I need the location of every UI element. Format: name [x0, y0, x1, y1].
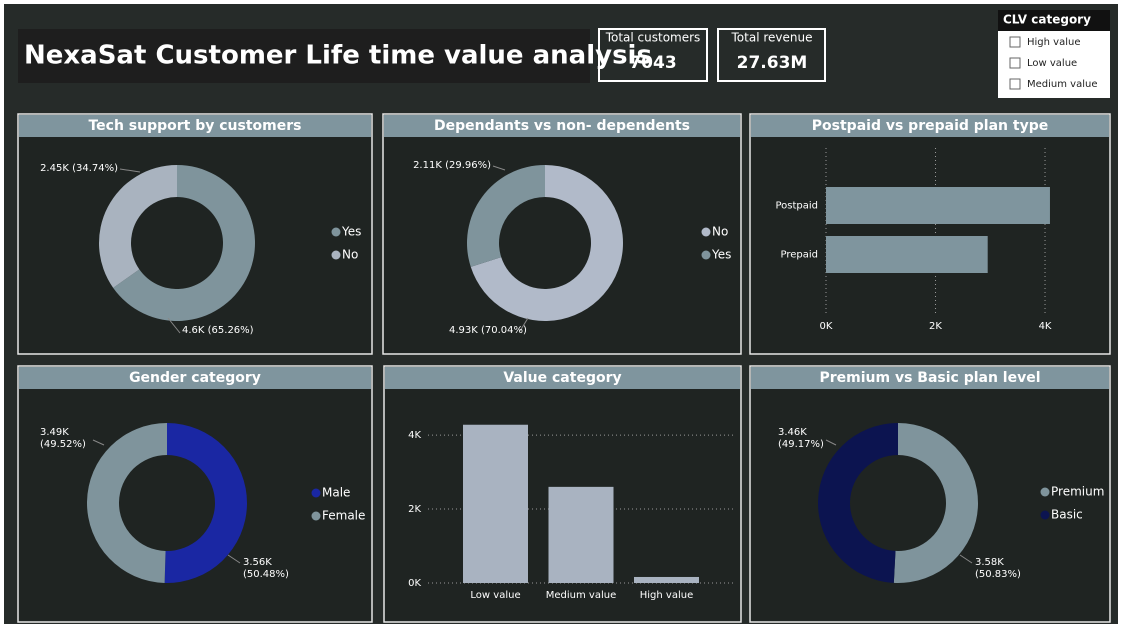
y-tick-label: 0K: [408, 578, 421, 589]
card-value: 27.63M: [737, 53, 808, 73]
card-label: Total customers: [605, 31, 701, 45]
panel-header: [19, 367, 371, 389]
panel-header: [751, 367, 1109, 389]
legend-label: Premium: [1051, 485, 1104, 499]
donut-segment: [470, 165, 623, 321]
slicer-option[interactable]: Medium value: [1027, 79, 1097, 90]
x-tick-label: Medium value: [546, 590, 616, 601]
donut-segment: [467, 165, 545, 267]
card: [598, 28, 708, 82]
legend-label: Female: [322, 509, 365, 523]
panel: [749, 113, 1111, 355]
data-label-box: 3.49K (49.52%): [40, 427, 86, 450]
y-tick-label: Prepaid: [781, 250, 819, 261]
donut-segment: [98, 165, 177, 288]
chart-title: Value category: [503, 370, 621, 386]
legend-marker: [701, 250, 711, 260]
x-tick-label: 0K: [820, 321, 833, 332]
data-label: 3.56K (50.48%): [243, 557, 289, 580]
data-label-box: 3.56K (50.48%): [243, 557, 289, 580]
dashboard-title: NexaSat Customer Life time value analysi…: [24, 41, 652, 71]
chart-title: Gender category: [129, 370, 261, 386]
bar: [826, 236, 988, 273]
legend-marker: [1040, 487, 1050, 497]
donut-segment: [893, 423, 979, 583]
slicer-option[interactable]: High value: [1027, 37, 1080, 48]
slicer-header: [998, 10, 1110, 31]
leader-line: [959, 554, 973, 564]
card: [717, 28, 826, 82]
data-label-box: 3.58K (50.83%): [975, 557, 1021, 580]
leader-line: [519, 317, 529, 332]
leader-line: [119, 168, 141, 173]
slicer-checkbox[interactable]: [1009, 78, 1021, 90]
data-label-box: 4.93K (70.04%): [449, 325, 527, 336]
data-label: 2.45K (34.74%): [40, 163, 118, 174]
panel-header: [751, 115, 1109, 137]
chart-title: Tech support by customers: [88, 118, 301, 134]
y-tick-label: Postpaid: [775, 201, 818, 212]
bar: [463, 424, 528, 583]
leader-line: [227, 554, 241, 564]
donut-segment: [113, 165, 255, 321]
panel-header: [19, 115, 371, 137]
leader-line: [492, 165, 506, 171]
panel-header: [384, 115, 740, 137]
legend-marker: [311, 488, 321, 498]
bar: [548, 486, 614, 583]
data-label: 3.46K (49.17%): [778, 427, 824, 450]
donut-segment: [86, 423, 167, 583]
legend-label: No: [342, 248, 358, 262]
legend-marker: [311, 511, 321, 521]
panel-header: [385, 367, 740, 389]
card-value: 7043: [629, 53, 676, 73]
donut-segment: [164, 423, 247, 583]
donut-segment: [818, 423, 898, 583]
slicer-option[interactable]: Low value: [1027, 58, 1077, 69]
x-tick-label: High value: [640, 590, 693, 601]
legend-label: Yes: [711, 248, 731, 262]
legend-label: No: [712, 225, 728, 239]
data-label: 2.11K (29.96%): [413, 160, 491, 171]
legend-marker: [701, 227, 711, 237]
x-tick-label: 2K: [929, 321, 942, 332]
x-tick-label: 4K: [1039, 321, 1052, 332]
x-tick-label: Low value: [470, 590, 520, 601]
legend-label: Basic: [1051, 508, 1083, 522]
leader-line: [167, 317, 181, 334]
chart-title: Premium vs Basic plan level: [819, 370, 1040, 386]
card-label: Total revenue: [731, 31, 813, 45]
bar: [634, 576, 699, 583]
data-label-box: 4.6K (65.26%): [182, 325, 254, 336]
bar: [826, 187, 1050, 224]
leader-line: [92, 439, 105, 446]
legend-label: Male: [322, 486, 350, 500]
data-label: 3.49K (49.52%): [40, 427, 86, 450]
leader-line: [825, 439, 837, 446]
chart-title: Dependants vs non- dependents: [434, 118, 690, 134]
data-label-box: 2.11K (29.96%): [413, 160, 491, 171]
title-box: [18, 29, 590, 83]
data-label: 4.6K (65.26%): [182, 325, 254, 336]
data-label-box: 2.45K (34.74%): [40, 163, 118, 174]
y-tick-label: 4K: [408, 430, 421, 441]
legend-marker: [331, 227, 341, 237]
y-tick-label: 2K: [408, 504, 421, 515]
slicer-checkbox[interactable]: [1009, 36, 1021, 48]
data-label-box: 3.46K (49.17%): [778, 427, 824, 450]
panel: [749, 365, 1111, 623]
data-label: 4.93K (70.04%): [449, 325, 527, 336]
legend-marker: [1040, 510, 1050, 520]
data-label: 3.58K (50.83%): [975, 557, 1021, 580]
legend-marker: [331, 250, 341, 260]
chart-title: Postpaid vs prepaid plan type: [812, 118, 1048, 134]
slicer-checkbox[interactable]: [1009, 57, 1021, 69]
legend-label: Yes: [341, 225, 361, 239]
slicer-title: CLV category: [1003, 13, 1091, 27]
